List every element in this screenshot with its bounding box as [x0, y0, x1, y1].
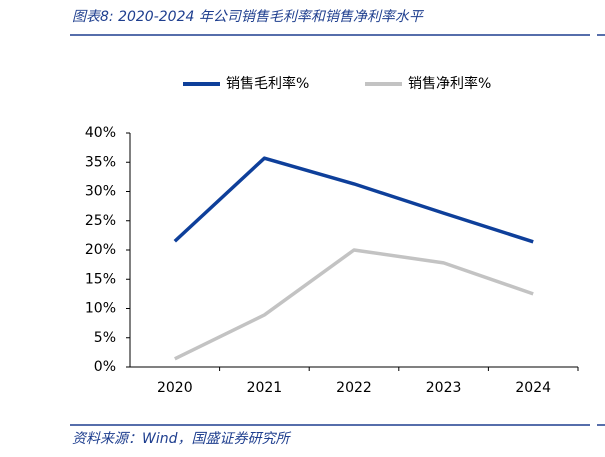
x-tick-label: 2020	[157, 380, 193, 396]
x-tick-label: 2022	[336, 380, 372, 396]
legend-label: 销售净利率%	[408, 75, 491, 92]
series-line	[174, 248, 534, 361]
source-note: 资料来源：Wind，国盛证券研究所	[72, 431, 291, 447]
x-tick-label: 2023	[426, 380, 462, 396]
series-line	[173, 156, 534, 244]
y-tick-label: 15%	[85, 271, 116, 287]
x-tick-label: 2024	[515, 380, 551, 396]
y-tick-label: 40%	[85, 125, 116, 141]
chart-title: 图表8: 2020-2024 年公司销售毛利率和销售净利率水平	[72, 9, 425, 25]
y-tick-label: 30%	[85, 184, 116, 200]
y-tick-label: 10%	[85, 301, 116, 317]
x-tick-label: 2021	[247, 380, 283, 396]
legend-label: 销售毛利率%	[226, 75, 309, 92]
y-tick-label: 0%	[94, 359, 116, 375]
y-tick-label: 35%	[85, 154, 116, 170]
y-tick-label: 25%	[85, 213, 116, 229]
y-tick-label: 20%	[85, 242, 116, 258]
y-tick-label: 5%	[94, 330, 116, 346]
